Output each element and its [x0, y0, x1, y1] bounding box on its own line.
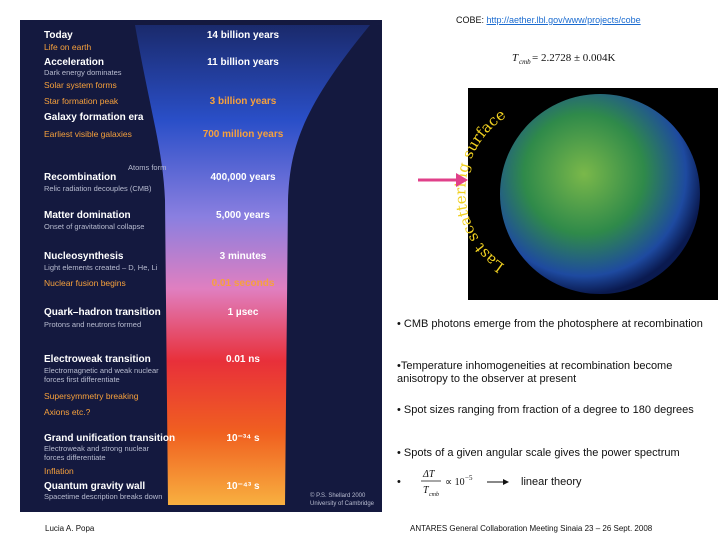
era-label: Electromagnetic and weak nuclear	[44, 366, 159, 375]
era-label: Relic radiation decouples (CMB)	[44, 184, 152, 193]
era-time: 400,000 years	[210, 172, 276, 183]
bullet-mark: •	[397, 476, 401, 488]
era-label: Nuclear fusion begins	[44, 278, 126, 288]
arrow-head	[456, 173, 468, 187]
era-label: Electroweak transition	[44, 354, 151, 365]
era-label: Quantum gravity wall	[44, 481, 145, 492]
era-label: Inflation	[44, 466, 74, 476]
formula-rest: = 2.2728 ± 0.004K	[532, 52, 615, 64]
era-label: Solar system forms	[44, 80, 117, 90]
funnel	[135, 25, 370, 505]
era-label: Earliest visible galaxies	[44, 129, 132, 139]
era-time: 700 million years	[203, 129, 284, 140]
era-time: 11 billion years	[207, 57, 279, 68]
timeline-labels: Today 14 billion years Life on earth Accele…	[44, 30, 375, 507]
era-label: Matter domination	[44, 210, 131, 221]
era-label: Dark energy dominates	[44, 68, 122, 77]
header-link[interactable]: http://aether.lbl.gov/www/projects/cobe	[486, 15, 641, 25]
era-label: Onset of gravitational collapse	[44, 222, 144, 231]
era-label: Supersymmetry breaking	[44, 391, 139, 401]
era-label: Acceleration	[44, 57, 104, 68]
era-label: Nucleosynthesis	[44, 251, 124, 262]
footer-author: Lucia A. Popa	[45, 524, 95, 533]
formula-symbol: T	[512, 52, 519, 64]
header-label: COBE:	[456, 15, 485, 25]
era-label: Grand unification transition	[44, 433, 175, 444]
bullet-result: linear theory	[521, 476, 582, 488]
era-time: 10⁻³⁴ s	[226, 433, 259, 444]
cmb-sphere	[500, 94, 700, 294]
era-label: Light elements created – D, He, Li	[44, 263, 158, 272]
footer-event: ANTARES General Collaboration Meeting Si…	[410, 524, 653, 533]
era-time: 1 µsec	[228, 307, 259, 318]
denominator: T	[423, 485, 430, 496]
header: COBE: http://aether.lbl.gov/www/projects…	[456, 15, 641, 25]
bullet: • Spots of a given angular scale gives t…	[397, 447, 680, 459]
bullet: • CMB photons emerge from the photospher…	[397, 318, 703, 330]
exponent: −5	[465, 474, 473, 482]
era-label: Axions etc.?	[44, 407, 91, 417]
formula-sub: cmb	[519, 58, 531, 66]
bullet: •Temperature inhomogeneities at recombin…	[397, 360, 673, 385]
era-time: 3 billion years	[210, 96, 277, 107]
denominator-sub: cmb	[429, 492, 439, 498]
era-label: Quark–hadron transition	[44, 307, 161, 318]
era-time: 5,000 years	[216, 210, 270, 221]
era-label: forces first differentiate	[44, 375, 120, 384]
era-time: 3 minutes	[220, 251, 267, 262]
numerator: ΔT	[422, 469, 436, 480]
era-time: 10⁻⁴³ s	[226, 481, 259, 492]
era-label: Today	[44, 30, 73, 41]
era-label: forces differentiate	[44, 453, 106, 462]
era-time: 0.01 ns	[226, 354, 260, 365]
fraction: ΔT T cmb ∝ 10 −5	[421, 469, 509, 498]
era-label: Atoms form	[128, 163, 166, 172]
era-label: Life on earth	[44, 42, 92, 52]
credit: University of Cambridge	[310, 501, 375, 507]
implies-head	[503, 479, 509, 485]
era-label: Protons and neutrons formed	[44, 320, 141, 329]
era-label: Galaxy formation era	[44, 112, 144, 123]
relation: ∝ 10	[445, 477, 465, 488]
era-label: Star formation peak	[44, 96, 119, 106]
era-label: Spacetime description breaks down	[44, 492, 162, 501]
era-time: 14 billion years	[207, 30, 280, 41]
credit: © P.S. Shellard 2000	[310, 492, 366, 499]
era-label: Recombination	[44, 172, 116, 183]
era-label: Electroweak and strong nuclear	[44, 444, 150, 453]
era-time: 0.01 seconds	[212, 278, 275, 289]
formula: T cmb = 2.2728 ± 0.004K	[512, 52, 615, 66]
bullet: • Spot sizes ranging from fraction of a …	[397, 404, 694, 416]
